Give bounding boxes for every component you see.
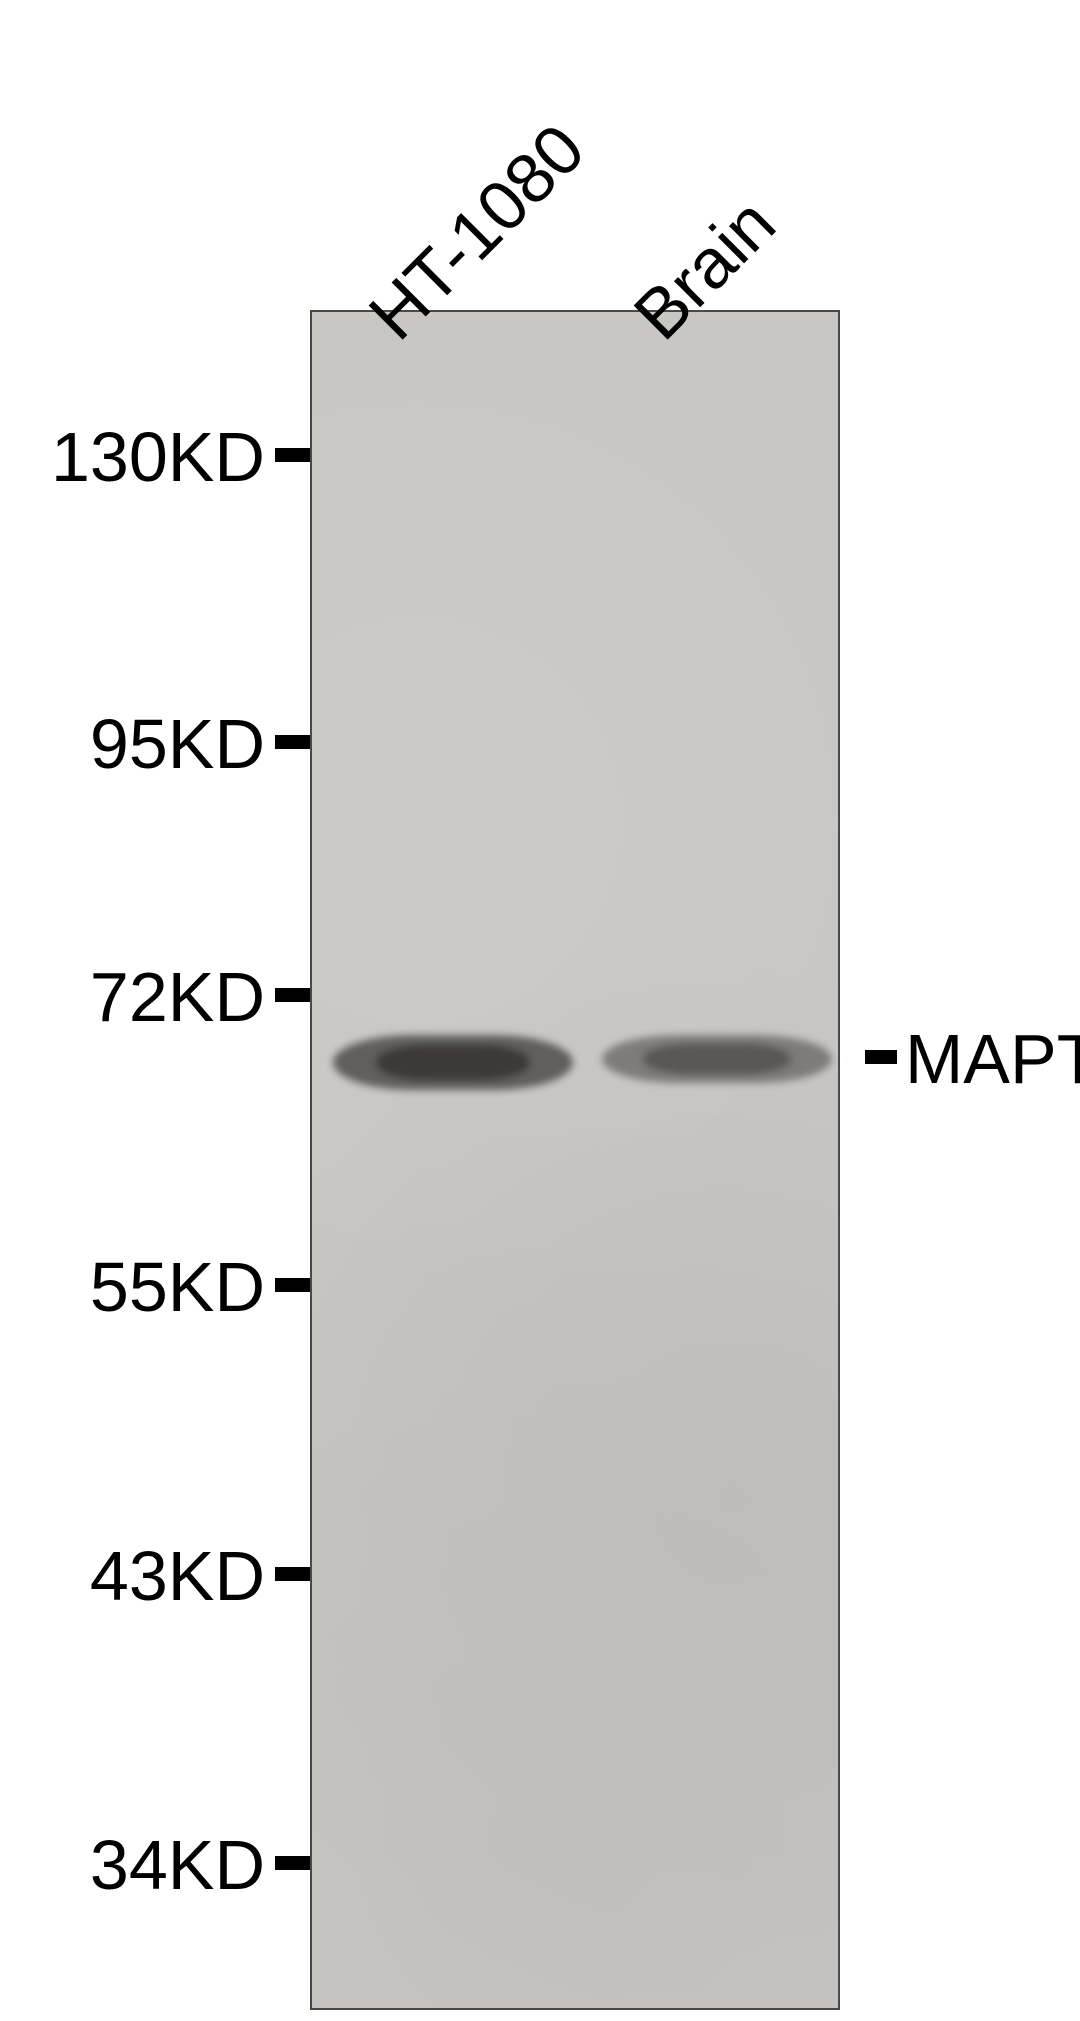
target-label: MAPT — [905, 1019, 1080, 1099]
marker-tick-5 — [275, 1856, 310, 1870]
target-tick — [865, 1050, 897, 1064]
marker-label-4: 43KD — [55, 1536, 265, 1616]
band-lane-1-core — [643, 1044, 790, 1075]
marker-tick-4 — [275, 1567, 310, 1581]
western-blot-figure: HT-1080 Brain 130KD 95KD 72KD 55KD 43KD … — [0, 0, 1080, 2021]
marker-tick-3 — [275, 1278, 310, 1292]
marker-label-3: 55KD — [55, 1247, 265, 1327]
band-lane-0-core — [376, 1045, 530, 1080]
marker-label-0: 130KD — [10, 417, 265, 497]
marker-tick-2 — [275, 988, 310, 1002]
marker-tick-1 — [275, 735, 310, 749]
marker-label-1: 95KD — [55, 704, 265, 784]
marker-label-2: 72KD — [55, 957, 265, 1037]
band-lane-0 — [333, 1035, 573, 1090]
marker-label-5: 34KD — [55, 1825, 265, 1905]
marker-tick-0 — [275, 448, 310, 462]
band-lane-1 — [602, 1035, 832, 1083]
blot-membrane — [310, 310, 840, 2010]
